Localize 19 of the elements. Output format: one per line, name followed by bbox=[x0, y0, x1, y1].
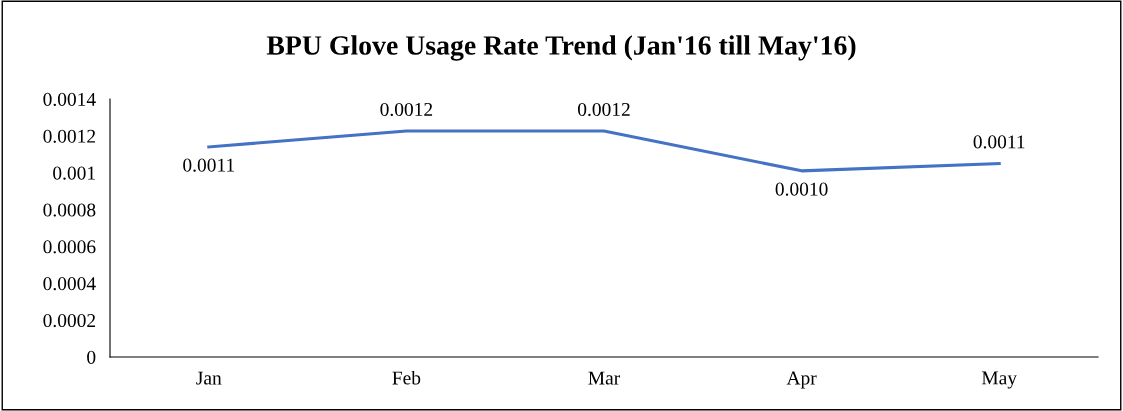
chart-title: BPU Glove Usage Rate Trend (Jan'16 till May'16) bbox=[266, 35, 856, 61]
y-tick-label: 0.0004 bbox=[43, 277, 96, 291]
x-tick-label: Mar bbox=[588, 371, 621, 385]
y-tick-label: 0.0014 bbox=[43, 92, 96, 107]
y-tick-label: 0.0006 bbox=[43, 240, 96, 254]
data-label: 0.0012 bbox=[380, 102, 433, 117]
x-tick-label: Jan bbox=[196, 371, 222, 385]
y-tick-label: 0.0002 bbox=[43, 313, 96, 328]
x-tick-label: Apr bbox=[786, 371, 817, 389]
data-label: 0.0011 bbox=[973, 135, 1025, 149]
data-label: 0.0010 bbox=[775, 182, 828, 196]
y-tick-label: 0.001 bbox=[53, 166, 95, 180]
y-tick-label: 0.0012 bbox=[43, 129, 96, 143]
x-tick-label: May bbox=[981, 371, 1017, 389]
data-label: 0.0012 bbox=[578, 102, 630, 117]
data-label: 0.0011 bbox=[183, 158, 234, 172]
y-tick-label: 0.0008 bbox=[43, 203, 96, 217]
y-tick-label: 0 bbox=[87, 350, 96, 364]
x-tick-label: Feb bbox=[392, 370, 421, 385]
